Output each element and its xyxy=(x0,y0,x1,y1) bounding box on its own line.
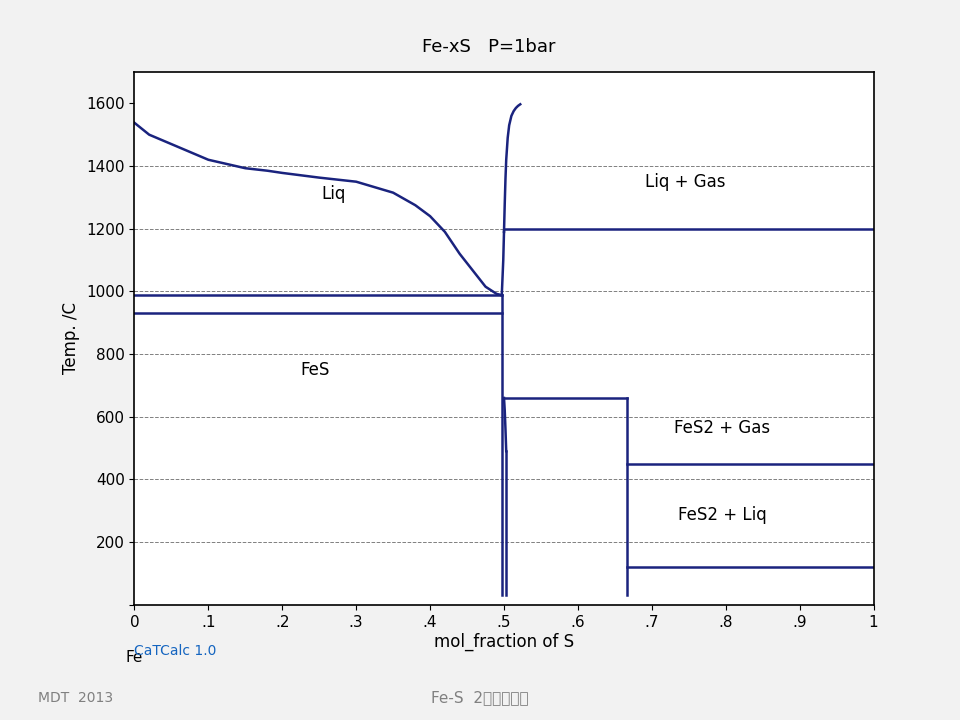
Text: Fe-xS   P=1bar: Fe-xS P=1bar xyxy=(422,38,556,56)
Text: FeS2 + Gas: FeS2 + Gas xyxy=(674,419,770,437)
Text: Liq + Gas: Liq + Gas xyxy=(645,173,726,191)
Text: Fe: Fe xyxy=(126,650,143,665)
Text: Liq: Liq xyxy=(322,185,347,203)
Text: MDT  2013: MDT 2013 xyxy=(38,691,113,705)
Text: CaTCalc 1.0: CaTCalc 1.0 xyxy=(134,644,217,658)
Text: FeS: FeS xyxy=(300,361,330,379)
Text: FeS2 + Liq: FeS2 + Liq xyxy=(678,506,766,524)
X-axis label: mol_fraction of S: mol_fraction of S xyxy=(434,632,574,651)
Y-axis label: Temp. /C: Temp. /C xyxy=(62,302,81,374)
Text: Fe-S  2元系状態図: Fe-S 2元系状態図 xyxy=(431,690,529,705)
